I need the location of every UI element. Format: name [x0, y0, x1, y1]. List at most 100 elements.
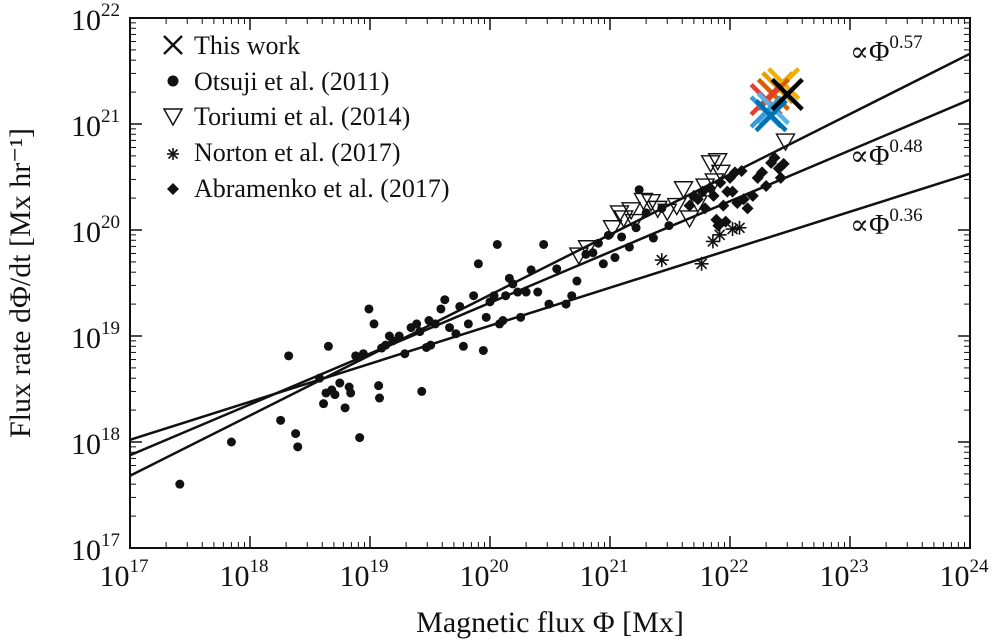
otsuji-point: [436, 304, 446, 314]
legend-entry-otsuji: Otsuji et al. (2011): [167, 67, 389, 96]
series-x: [749, 67, 804, 133]
x-tick-label: 1017: [100, 556, 149, 593]
otsuji-point: [498, 316, 508, 326]
toriumi-point: [577, 240, 598, 259]
series-asterisk: [654, 220, 747, 271]
toriumi-point: [602, 220, 623, 239]
legend-marker-otsuji: [167, 75, 179, 87]
legend-marker-abramenko: [167, 183, 179, 195]
legend-marker-norton: [167, 148, 179, 160]
this-work-point: [754, 99, 788, 133]
otsuji-point: [315, 373, 325, 383]
otsuji-point: [544, 299, 554, 309]
norton-point: [712, 227, 727, 242]
otsuji-point: [501, 291, 511, 301]
otsuji-point: [375, 393, 385, 403]
norton-point: [732, 220, 747, 235]
otsuji-point: [346, 388, 356, 398]
otsuji-point: [430, 319, 440, 329]
toriumi-point: [568, 247, 590, 266]
legend-marker-this-work: [163, 35, 183, 55]
toriumi-point: [666, 197, 687, 217]
x-tick-label-exponent: 18: [250, 556, 269, 577]
otsuji-point: [552, 264, 562, 274]
fit-label-exponent: 0.48: [889, 136, 922, 157]
otsuji-point: [458, 341, 468, 351]
otsuji-point: [610, 253, 620, 263]
otsuji-point: [175, 479, 185, 489]
x-tick-label: 1022: [700, 556, 749, 593]
abramenko-point: [726, 185, 739, 198]
legend-marker-toriumi: [162, 108, 184, 127]
fit-line-0.57: [130, 52, 970, 477]
legend-label-norton: Norton et al. (2017): [194, 138, 401, 167]
abramenko-point: [756, 166, 769, 179]
x-tick-label-exponent: 21: [610, 556, 629, 577]
toriumi-point: [620, 202, 642, 221]
x-tick-label-exponent: 24: [970, 556, 990, 577]
series-triangle-down-open: [568, 133, 796, 266]
otsuji-point: [364, 304, 374, 314]
otsuji-point: [340, 403, 350, 413]
otsuji-point: [648, 233, 658, 243]
abramenko-point: [777, 157, 790, 170]
toriumi-point: [609, 205, 630, 224]
y-tick-label-exponent: 18: [101, 424, 120, 445]
otsuji-point: [388, 336, 398, 346]
abramenko-point: [746, 189, 759, 202]
otsuji-point: [478, 345, 488, 355]
x-tick-label-exponent: 17: [130, 556, 149, 577]
x-tick-label: 1020: [460, 556, 509, 593]
series-diamond: [683, 151, 790, 232]
y-tick-label-base: 10: [71, 110, 101, 143]
y-tick-label: 1021: [71, 106, 120, 143]
toriumi-point: [657, 203, 678, 222]
y-tick-label-base: 10: [71, 216, 101, 249]
otsuji-point: [381, 340, 391, 350]
x-axis-title: Magnetic flux Φ [Mx]: [416, 606, 684, 639]
otsuji-point: [358, 349, 368, 359]
otsuji-point: [634, 185, 644, 195]
otsuji-point: [293, 442, 303, 452]
fit-label-0.48: ∝Φ0.48: [850, 136, 923, 172]
otsuji-point: [335, 378, 345, 388]
abramenko-point: [741, 202, 754, 215]
toriumi-point: [647, 200, 668, 219]
otsuji-point: [481, 312, 491, 322]
legend: This work Otsuji et al. (2011) Toriumi e…: [162, 31, 450, 203]
abramenko-point: [737, 193, 750, 206]
legend-entry-abramenko: Abramenko et al. (2017): [167, 174, 450, 203]
legend-label-this-work: This work: [194, 31, 300, 60]
x-tick-label-exponent: 22: [730, 556, 749, 577]
legend-entry-toriumi: Toriumi et al. (2014): [162, 102, 410, 131]
otsuji-point: [451, 329, 461, 339]
otsuji-point: [394, 331, 404, 341]
x-tick-label-exponent: 20: [490, 556, 509, 577]
series-circle: [175, 185, 674, 489]
fit-label-0.57: ∝Φ0.57: [850, 32, 923, 68]
otsuji-point: [492, 239, 502, 249]
x-tick-label: 1018: [220, 556, 269, 593]
abramenko-point: [774, 171, 787, 184]
otsuji-point: [572, 276, 582, 286]
otsuji-point: [617, 232, 627, 242]
x-tick-label: 1021: [580, 556, 629, 593]
otsuji-point: [516, 312, 526, 322]
y-tick-label-exponent: 22: [101, 0, 120, 21]
otsuji-point: [533, 287, 543, 297]
otsuji-point: [276, 415, 286, 425]
fit-label-exponent: 0.57: [889, 32, 922, 53]
legend-label-otsuji: Otsuji et al. (2011): [194, 67, 389, 96]
otsuji-point: [664, 221, 674, 231]
x-tick-label-exponent: 19: [370, 556, 389, 577]
otsuji-point: [400, 349, 410, 359]
legend-entry-this-work: This work: [163, 31, 300, 60]
otsuji-point: [226, 437, 236, 447]
abramenko-point: [760, 180, 773, 193]
fit-line-labels: ∝Φ0.57∝Φ0.48∝Φ0.36: [850, 32, 923, 241]
otsuji-point: [513, 287, 523, 297]
otsuji-point: [463, 319, 473, 329]
otsuji-point: [330, 390, 340, 400]
y-tick-label: 1018: [71, 424, 120, 461]
